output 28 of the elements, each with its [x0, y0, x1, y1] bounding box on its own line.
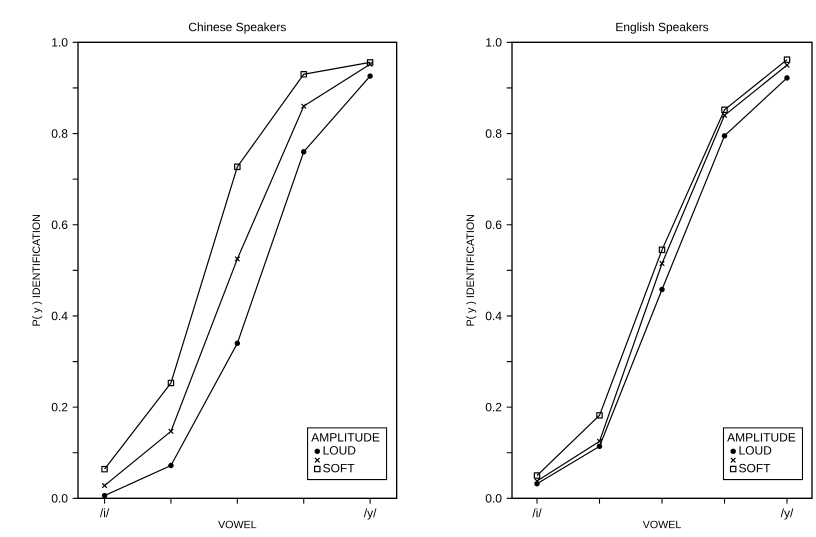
x-axis-title: VOWEL [642, 520, 681, 528]
x-tick-label: /y/ [780, 508, 794, 520]
legend-label: SOFT [323, 464, 354, 472]
y-tick-label: 1.0 [486, 38, 502, 47]
y-tick-label: 0.2 [486, 402, 502, 412]
y-tick-label: 0.6 [486, 220, 502, 229]
legend-label: LOUD [324, 446, 356, 455]
y-tick-label: 0.0 [52, 494, 68, 503]
x-tick-label: /i/ [100, 508, 110, 518]
y-tick-label: 0.4 [486, 312, 502, 320]
y-tick-label: 0.0 [486, 494, 502, 503]
legend-label: SOFT [739, 464, 770, 472]
y-tick-label: 1.0 [52, 38, 68, 47]
x-tick-label: /i/ [532, 508, 542, 518]
chart-title: Chinese Speakers [188, 22, 286, 34]
y-tick-label: 0.2 [52, 402, 68, 412]
legend-title: AMPLITUDE [311, 433, 380, 442]
legend-title: AMPLITUDE [727, 433, 796, 442]
y-axis-title: P( y ) IDENTIFICATION [466, 214, 476, 326]
x-axis-title: VOWEL [218, 520, 256, 528]
legend-label: LOUD [739, 446, 772, 455]
x-tick-label: /y/ [364, 508, 376, 520]
y-axis-title: P( y ) IDENTIFICATION [32, 214, 42, 326]
y-tick-label: 0.8 [486, 129, 502, 138]
y-tick-label: 0.6 [52, 220, 68, 229]
y-tick-label: 0.4 [52, 312, 68, 320]
chart-title: English Speakers [616, 22, 708, 34]
y-tick-label: 0.8 [52, 129, 68, 138]
